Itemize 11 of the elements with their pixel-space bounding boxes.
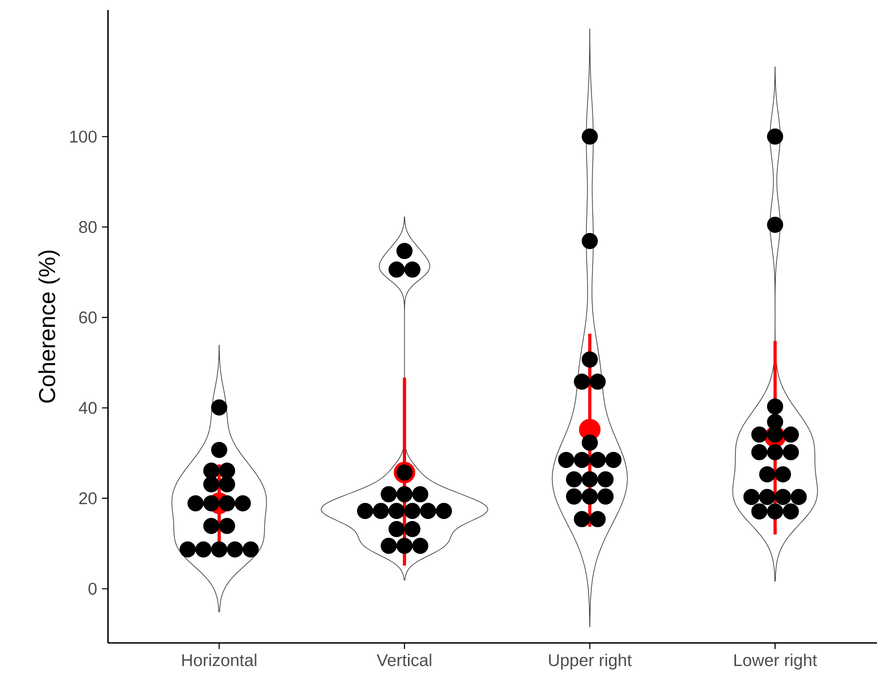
x-tick-label: Upper right xyxy=(549,654,632,670)
y-tick-label: 60 xyxy=(79,311,97,324)
y-tick-label: 40 xyxy=(78,402,97,414)
y-tick-label: 80 xyxy=(79,221,97,234)
x-tick-label: Horizontal xyxy=(182,654,256,666)
y-tick-label: 100 xyxy=(70,130,97,143)
y-axis-title: Coherence (%) xyxy=(38,250,60,403)
x-tick-label: Lower right xyxy=(734,654,817,670)
x-tick-label: Vertical xyxy=(376,654,432,666)
y-tick-label: 0 xyxy=(88,582,97,595)
y-tick-label: 20 xyxy=(79,492,97,504)
